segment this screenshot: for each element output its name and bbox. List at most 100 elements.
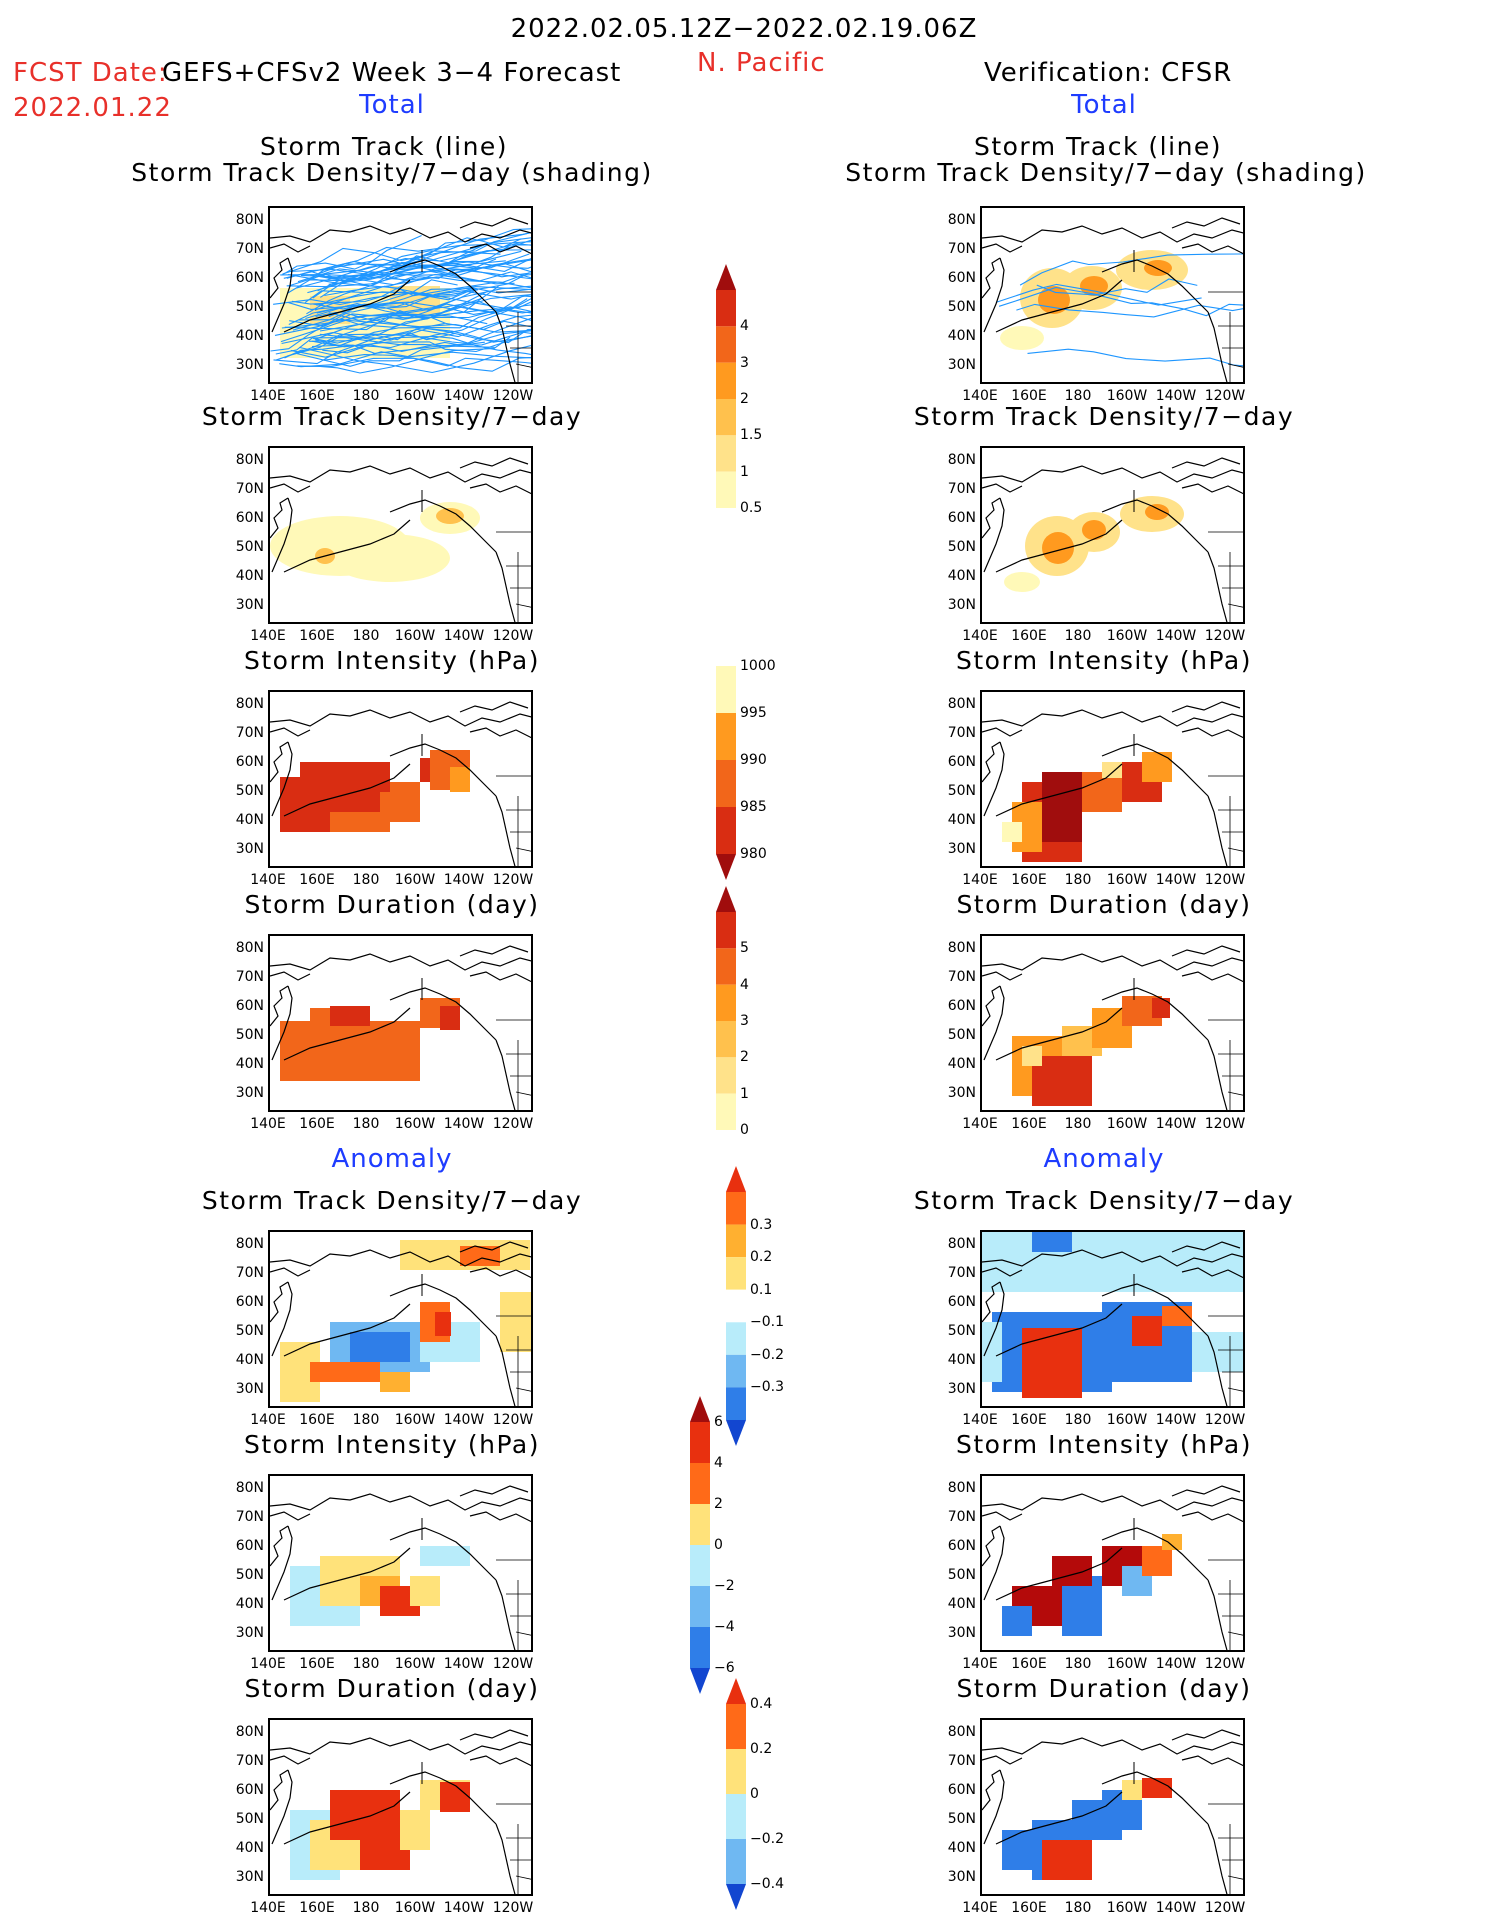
lon-label: 140W bbox=[1155, 1412, 1197, 1428]
lon-label: 140E bbox=[250, 1116, 286, 1132]
lon-label: 140W bbox=[443, 872, 485, 888]
colorbar-intensity-anom-label: −2 bbox=[714, 1578, 735, 1594]
title-duration-left: Storm Duration (day) bbox=[244, 890, 540, 919]
lon-label: 140E bbox=[250, 1900, 286, 1916]
coastline bbox=[982, 701, 1243, 866]
lon-label: 140W bbox=[443, 1900, 485, 1916]
colorbar-intensity-anom-label: −4 bbox=[714, 1619, 735, 1635]
lat-label: 70N bbox=[947, 1265, 976, 1281]
anomaly-heading-left: Anomaly bbox=[331, 1144, 453, 1174]
colorbar-intensity-anom-label: 2 bbox=[714, 1496, 723, 1512]
lat-label: 70N bbox=[235, 481, 264, 497]
lat-label: 50N bbox=[235, 783, 264, 799]
lon-label: 160W bbox=[394, 1900, 436, 1916]
lat-label: 50N bbox=[235, 1811, 264, 1827]
lat-label: 30N bbox=[235, 597, 264, 613]
lon-label: 160W bbox=[394, 388, 436, 404]
title-intensity-left: Storm Intensity (hPa) bbox=[244, 646, 540, 675]
lon-label: 140W bbox=[443, 628, 485, 644]
lon-label: 120W bbox=[492, 1412, 534, 1428]
colorbar-intensity-total-label: 995 bbox=[740, 705, 767, 721]
lon-label: 120W bbox=[1204, 1900, 1246, 1916]
coastline bbox=[982, 217, 1243, 382]
coastline bbox=[982, 1729, 1243, 1894]
colorbar-duration-total-label: 2 bbox=[740, 1049, 749, 1066]
map-density-anom-left bbox=[268, 1230, 533, 1408]
lon-label: 120W bbox=[492, 628, 534, 644]
intensity-anomaly bbox=[290, 1546, 470, 1626]
colorbar-density-anom-label: 0.3 bbox=[750, 1216, 773, 1233]
colorbar-duration-total-label: 4 bbox=[740, 976, 749, 993]
lat-label: 80N bbox=[947, 452, 976, 468]
fcst-date-label: FCST Date: bbox=[13, 58, 168, 88]
coastline bbox=[270, 457, 531, 622]
map-intensity-left bbox=[268, 690, 533, 868]
lat-label: 50N bbox=[235, 1567, 264, 1583]
lat-label: 40N bbox=[947, 1056, 976, 1072]
coastline bbox=[270, 1241, 531, 1406]
map-duration-anom-left bbox=[268, 1718, 533, 1896]
coastline bbox=[270, 217, 531, 382]
colorbar-intensity-total-label: 980 bbox=[740, 846, 767, 862]
lat-label: 40N bbox=[947, 812, 976, 828]
lat-label: 70N bbox=[947, 241, 976, 257]
lat-label: 60N bbox=[235, 1538, 264, 1554]
lat-label: 40N bbox=[235, 1056, 264, 1072]
lat-label: 80N bbox=[947, 1236, 976, 1252]
lat-label: 30N bbox=[235, 1085, 264, 1101]
colorbar-density-total-label: 1 bbox=[740, 463, 749, 480]
colorbar-intensity-anom-label: 6 bbox=[714, 1414, 723, 1430]
lat-label: 80N bbox=[235, 1724, 264, 1740]
lon-label: 160E bbox=[299, 872, 335, 888]
lat-label: 80N bbox=[947, 696, 976, 712]
lon-label: 180 bbox=[352, 628, 380, 644]
density-shading bbox=[270, 502, 480, 582]
density-shading bbox=[1004, 496, 1184, 592]
total-heading-left: Total bbox=[359, 90, 425, 120]
map-track-right bbox=[980, 206, 1245, 384]
colorbar-intensity-total-label: 1000 bbox=[740, 658, 776, 674]
intensity-shading bbox=[1002, 752, 1172, 862]
lat-label: 40N bbox=[947, 328, 976, 344]
lon-label: 160E bbox=[299, 388, 335, 404]
lat-label: 50N bbox=[235, 1027, 264, 1043]
lon-label: 140E bbox=[962, 628, 998, 644]
lat-label: 60N bbox=[235, 754, 264, 770]
lon-label: 180 bbox=[352, 1900, 380, 1916]
map-density-left bbox=[268, 446, 533, 624]
lat-label: 60N bbox=[235, 510, 264, 526]
colorbar-intensity-anom-label: −6 bbox=[714, 1660, 735, 1676]
lon-label: 160E bbox=[299, 1900, 335, 1916]
colorbar-density-total-label: 0.5 bbox=[740, 500, 763, 516]
lat-label: 40N bbox=[235, 568, 264, 584]
map-intensity-anom-right bbox=[980, 1474, 1245, 1652]
lon-label: 140W bbox=[1155, 1116, 1197, 1132]
lon-label: 160E bbox=[1011, 1900, 1047, 1916]
lon-label: 120W bbox=[492, 1656, 534, 1672]
title-intensity-anom-left: Storm Intensity (hPa) bbox=[244, 1430, 540, 1459]
lat-label: 70N bbox=[947, 969, 976, 985]
lon-label: 160E bbox=[1011, 1656, 1047, 1672]
lat-label: 80N bbox=[235, 452, 264, 468]
coastline bbox=[982, 945, 1243, 1110]
title-track-shading-left: Storm Track Density/7−day (shading) bbox=[131, 158, 653, 187]
lat-label: 50N bbox=[947, 1811, 976, 1827]
lon-label: 160W bbox=[394, 872, 436, 888]
fcst-date: 2022.01.22 bbox=[13, 93, 172, 123]
lat-label: 60N bbox=[947, 270, 976, 286]
lat-label: 70N bbox=[947, 1509, 976, 1525]
colorbar-density-anom-label: 0.1 bbox=[750, 1281, 773, 1298]
title-intensity-anom-right: Storm Intensity (hPa) bbox=[956, 1430, 1252, 1459]
colorbar-duration-total bbox=[716, 886, 736, 1160]
map-density-right bbox=[980, 446, 1245, 624]
lat-label: 80N bbox=[235, 212, 264, 228]
colorbar-intensity-total bbox=[716, 640, 736, 884]
coastline bbox=[982, 1241, 1243, 1406]
region-label: N. Pacific bbox=[697, 48, 826, 78]
lat-label: 80N bbox=[947, 1724, 976, 1740]
lat-label: 30N bbox=[235, 1869, 264, 1885]
anomaly-heading-right: Anomaly bbox=[1043, 1144, 1165, 1174]
lat-label: 50N bbox=[947, 1027, 976, 1043]
lon-label: 160W bbox=[1106, 1412, 1148, 1428]
colorbar-density-anom-label: 0.2 bbox=[750, 1249, 773, 1266]
